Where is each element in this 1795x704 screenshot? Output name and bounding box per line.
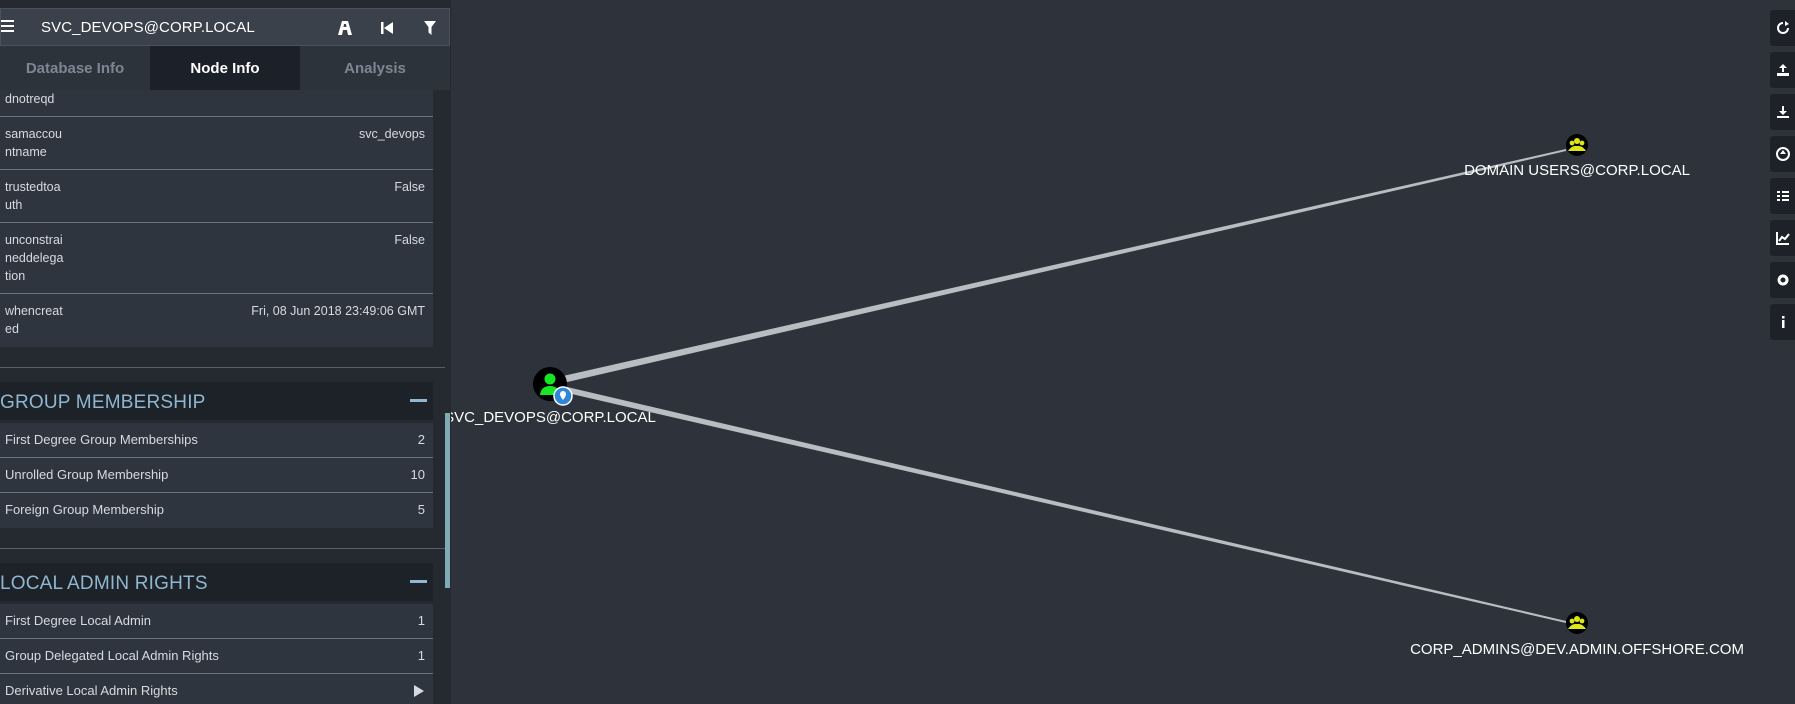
refresh-icon[interactable]: [1770, 10, 1795, 46]
properties-table: dnotreqd samaccountname svc_devops trust…: [0, 90, 433, 347]
node-info-panel: SVC_DEVOPS@CORP.LOCAL Database Info Node…: [0, 0, 451, 704]
graph-edge-domain-users[interactable]: [563, 149, 1566, 383]
list-item-count: 10: [410, 467, 425, 482]
local-admin-header[interactable]: LOCAL ADMIN RIGHTS: [0, 563, 433, 601]
scrollbar-track[interactable]: [445, 90, 451, 704]
tab-analysis[interactable]: Analysis: [300, 46, 450, 90]
list-item-foreign-groups[interactable]: Foreign Group Membership 5: [0, 493, 433, 528]
list-item-label: First Degree Local Admin: [5, 613, 151, 628]
property-value: False: [394, 180, 425, 194]
panel-content[interactable]: dnotreqd samaccountname svc_devops trust…: [0, 90, 445, 704]
property-row: dnotreqd: [0, 90, 433, 117]
scrollbar-thumb[interactable]: [445, 413, 450, 588]
filter-icon[interactable]: [419, 17, 441, 39]
property-key: whencreated: [5, 304, 63, 336]
section-title: LOCAL ADMIN RIGHTS: [0, 573, 208, 594]
list-item-count: 5: [417, 502, 425, 517]
group-node-corp-admins[interactable]: [1566, 612, 1588, 634]
list-item-label: Group Delegated Local Admin Rights: [5, 648, 219, 663]
list-item-group-delegated-admin[interactable]: Group Delegated Local Admin Rights 1: [0, 639, 433, 674]
play-icon[interactable]: [414, 685, 424, 697]
list-item-first-degree-admin[interactable]: First Degree Local Admin 1: [0, 604, 433, 639]
pathfinding-icon[interactable]: [334, 17, 356, 39]
panel-tabs: Database Info Node Info Analysis: [0, 46, 450, 90]
group-node-domain-users[interactable]: [1566, 134, 1588, 156]
node-label-corp-admins: CORP_ADMINS@DEV.ADMIN.OFFSHORE.COM: [1410, 641, 1744, 658]
list-item-unrolled-groups[interactable]: Unrolled Group Membership 10: [0, 458, 433, 493]
property-key: samaccountname: [5, 127, 62, 159]
node-label-user: SVC_DEVOPS@CORP.LOCAL: [444, 409, 656, 426]
section-divider: [0, 548, 445, 549]
queries-icon[interactable]: [1770, 178, 1795, 214]
upload-icon[interactable]: [1770, 136, 1795, 172]
list-item-first-degree-groups[interactable]: First Degree Group Memberships 2: [0, 423, 433, 458]
property-key: unconstraineddelegation: [5, 233, 64, 283]
section-divider: [0, 367, 445, 368]
node-label-domain-users: DOMAIN USERS@CORP.LOCAL: [1464, 162, 1690, 179]
export-icon[interactable]: [1770, 52, 1795, 88]
list-item-label: First Degree Group Memberships: [5, 432, 198, 447]
tab-node-info[interactable]: Node Info: [150, 46, 300, 90]
property-key: dnotreqd: [5, 92, 55, 106]
list-item-label: Derivative Local Admin Rights: [5, 683, 178, 698]
list-item-count: 1: [417, 648, 425, 663]
list-item-label: Unrolled Group Membership: [5, 467, 169, 482]
property-row: trustedtoauth False: [0, 170, 433, 223]
user-icon: [544, 373, 556, 385]
property-value: Fri, 08 Jun 2018 23:49:06 GMT: [251, 304, 425, 318]
chart-icon[interactable]: [1770, 220, 1795, 256]
list-item-count: 2: [417, 432, 425, 447]
collapse-icon[interactable]: [410, 399, 427, 402]
search-input[interactable]: SVC_DEVOPS@CORP.LOCAL: [41, 19, 255, 36]
group-icon: [1574, 138, 1580, 144]
graph-edge-corp-admins[interactable]: [563, 386, 1566, 623]
list-item-label: Foreign Group Membership: [5, 502, 164, 517]
property-row: whencreated Fri, 08 Jun 2018 23:49:06 GM…: [0, 294, 433, 347]
property-row: unconstraineddelegation False: [0, 223, 433, 294]
property-value: False: [394, 233, 425, 247]
tab-database-info[interactable]: Database Info: [0, 46, 150, 90]
group-membership-header[interactable]: GROUP MEMBERSHIP: [0, 382, 433, 420]
user-node[interactable]: [533, 367, 573, 406]
back-icon[interactable]: [376, 17, 398, 39]
import-icon[interactable]: [1770, 94, 1795, 130]
collapse-icon[interactable]: [410, 580, 427, 583]
group-icon: [1574, 616, 1580, 622]
property-value: svc_devops: [358, 127, 425, 141]
property-key: trustedtoauth: [5, 180, 61, 212]
list-item-derivative-admin[interactable]: Derivative Local Admin Rights: [0, 674, 433, 704]
info-icon[interactable]: [1770, 304, 1795, 340]
section-title: GROUP MEMBERSHIP: [0, 392, 206, 413]
hamburger-menu-icon[interactable]: [1, 17, 17, 37]
search-bar[interactable]: SVC_DEVOPS@CORP.LOCAL: [0, 8, 450, 46]
settings-icon[interactable]: [1770, 262, 1795, 298]
property-row: samaccountname svc_devops: [0, 117, 433, 170]
list-item-count: 1: [417, 613, 425, 628]
